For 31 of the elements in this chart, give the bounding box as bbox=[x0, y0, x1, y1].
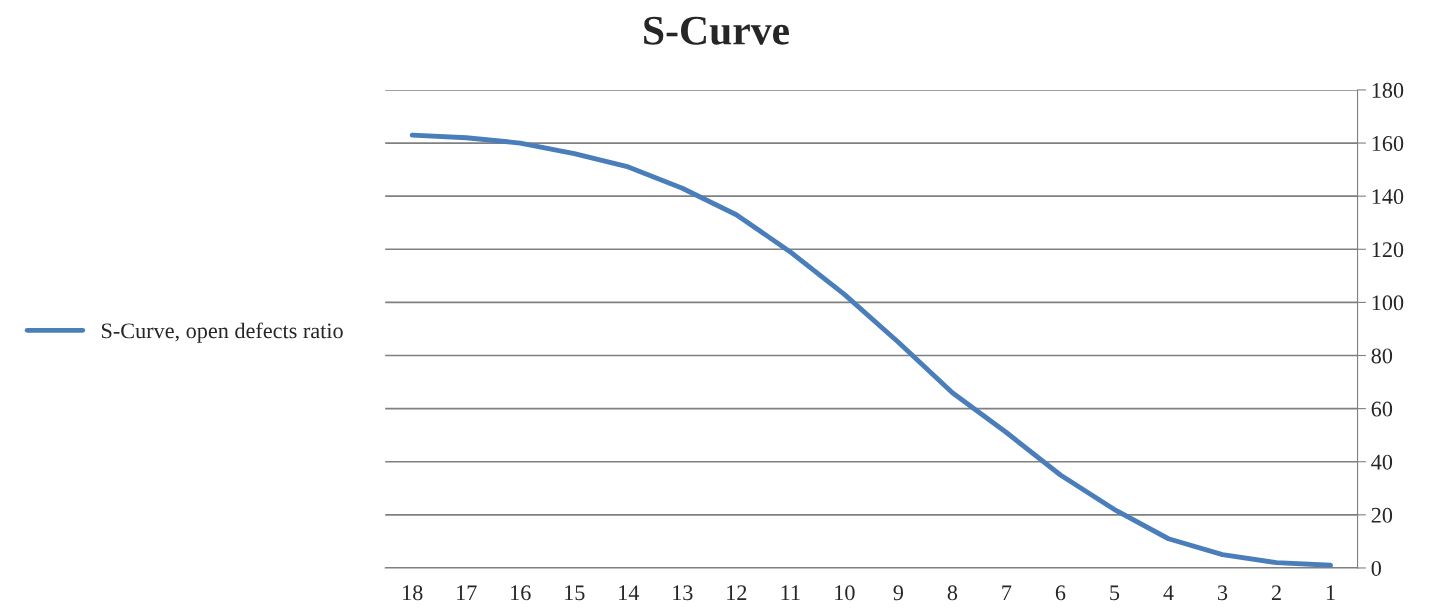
y-tick-label: 40 bbox=[1371, 454, 1393, 470]
y-tick-label: 80 bbox=[1371, 348, 1393, 364]
x-tick-label: 14 bbox=[619, 585, 640, 601]
y-tick-label: 180 bbox=[1372, 82, 1404, 98]
x-tick-label: 16 bbox=[511, 585, 531, 601]
x-tick-label: 6 bbox=[1055, 585, 1066, 601]
x-tick-label: 11 bbox=[781, 585, 800, 601]
x-tick-label: 13 bbox=[673, 585, 693, 601]
x-tick-label: 10 bbox=[835, 585, 855, 601]
y-tick-label: 140 bbox=[1372, 189, 1404, 205]
x-tick-label: 9 bbox=[893, 585, 904, 601]
chart-title: S-Curve bbox=[644, 16, 789, 45]
x-tick-label: 5 bbox=[1110, 585, 1120, 601]
y-tick-label: 160 bbox=[1372, 135, 1404, 151]
x-tick-label: 1 bbox=[1326, 585, 1335, 601]
x-tick-label: 2 bbox=[1271, 585, 1281, 601]
x-tick-label: 4 bbox=[1163, 585, 1174, 601]
legend-label: S-Curve, open defects ratio bbox=[101, 322, 343, 343]
x-tick-label: 17 bbox=[457, 585, 477, 601]
x-tick-label: 7 bbox=[1002, 585, 1012, 601]
y-tick-label: 120 bbox=[1372, 242, 1404, 258]
line-series bbox=[409, 132, 1333, 568]
x-tick-label: 8 bbox=[947, 585, 958, 601]
y-tick-label: 20 bbox=[1371, 507, 1393, 523]
x-tick-label: 18 bbox=[403, 585, 423, 601]
y-tick-label: 60 bbox=[1371, 401, 1393, 417]
y-tick-label: 100 bbox=[1372, 295, 1404, 311]
x-tick-label: 12 bbox=[727, 585, 747, 601]
x-tick-label: 3 bbox=[1218, 585, 1228, 601]
y-tick-label: 0 bbox=[1371, 560, 1381, 576]
x-tick-label: 15 bbox=[565, 585, 585, 601]
